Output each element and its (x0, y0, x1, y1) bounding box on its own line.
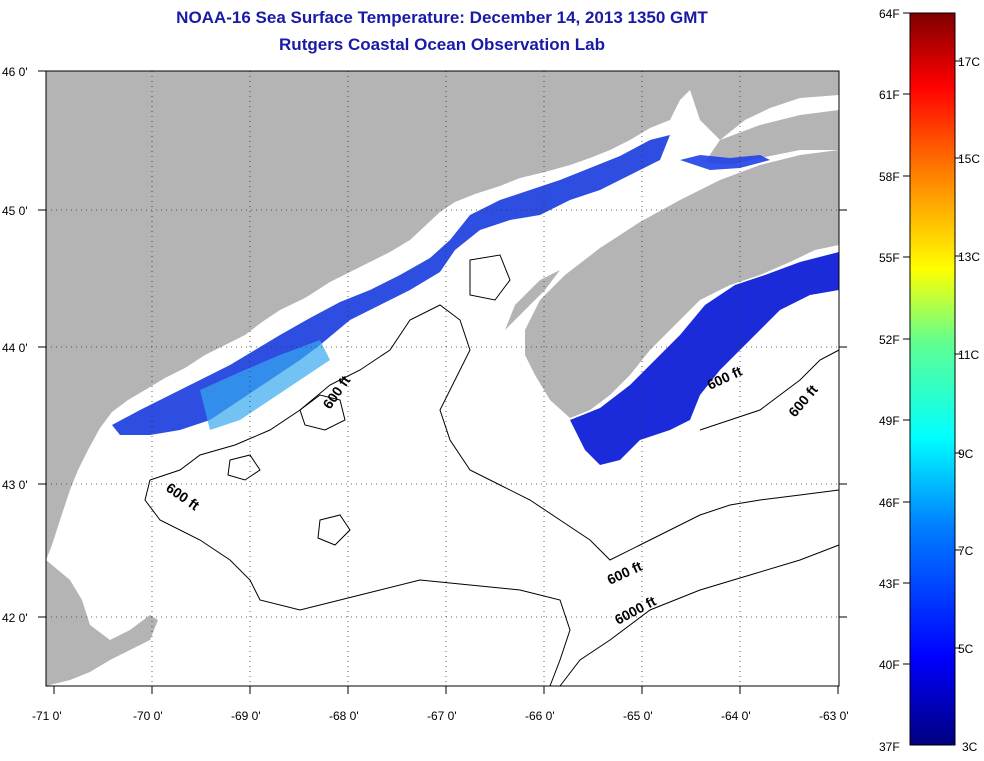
axis-ticks (38, 70, 847, 694)
colorbar-f-label: 58F (879, 170, 900, 184)
land-north-shore (705, 110, 839, 165)
colorbar-c-label: 11C (958, 348, 979, 362)
contour-600ft-gulf (149, 304, 840, 561)
map-title: NOAA-16 Sea Surface Temperature: Decembe… (176, 8, 708, 27)
colorbar-f-label: 49F (879, 414, 900, 428)
contour-loop-d (469, 254, 511, 301)
colorbar-f-label: 61F (879, 88, 900, 102)
x-tick-label: -64 0' (721, 709, 751, 723)
map-subtitle: Rutgers Coastal Ocean Observation Lab (279, 35, 605, 54)
x-tick-label: -65 0' (623, 709, 653, 723)
y-tick-label: 42 0' (2, 611, 28, 625)
contour-600ft-basin (144, 479, 571, 687)
sst-nova-scotia-shelf (570, 252, 839, 465)
contour-600ft-ns (699, 349, 840, 431)
map-border (45, 70, 840, 687)
sst-maine-coast-light (200, 340, 330, 430)
sst-bay-of-fundy (680, 155, 770, 170)
contour-loop-b (227, 454, 261, 481)
colorbar-f-label: 64F (879, 7, 900, 21)
x-tick-label: -63 0' (819, 709, 849, 723)
x-tick-label: -66 0' (525, 709, 555, 723)
land-island (505, 270, 560, 330)
sst-maine-coast (112, 135, 670, 435)
x-tick-label: -71 0' (32, 709, 62, 723)
colorbar-f-label: 55F (879, 251, 900, 265)
colorbar-f-label: 43F (879, 577, 900, 591)
colorbar-f-label: 52F (879, 333, 900, 347)
colorbar-c-label: 17C (958, 55, 980, 69)
y-tick-label: 45 0' (2, 204, 28, 218)
colorbar-c-label: 9C (958, 447, 974, 461)
colorbar-c-label: 5C (958, 642, 974, 656)
y-tick-label: 44 0' (2, 341, 28, 355)
land-cape-cod (46, 560, 158, 686)
colorbar-c-label: 15C (958, 152, 980, 166)
colorbar-f-label: 40F (879, 658, 900, 672)
contour-6000ft (559, 544, 840, 687)
colorbar-ticks (903, 12, 961, 665)
x-tick-label: -69 0' (231, 709, 261, 723)
x-tick-label: -67 0' (427, 709, 457, 723)
colorbar-c-label: 7C (958, 544, 974, 558)
y-tick-label: 43 0' (2, 478, 28, 492)
contour-loop-a (299, 394, 346, 431)
y-tick-label: 46 0' (2, 65, 28, 79)
land-mainland (46, 71, 839, 560)
colorbar-f-label: 37F (879, 740, 900, 754)
x-tick-label: -68 0' (329, 709, 359, 723)
colorbar-f-label: 46F (879, 496, 900, 510)
colorbar-c-label: 3C (962, 740, 978, 754)
temperature-colorbar (909, 12, 956, 746)
colorbar-c-label: 13C (958, 250, 980, 264)
land-nova-scotia (525, 150, 839, 418)
x-tick-label: -70 0' (133, 709, 163, 723)
contour-loop-c (317, 514, 351, 546)
graticule (46, 71, 839, 686)
bathymetry-contours (144, 254, 840, 687)
